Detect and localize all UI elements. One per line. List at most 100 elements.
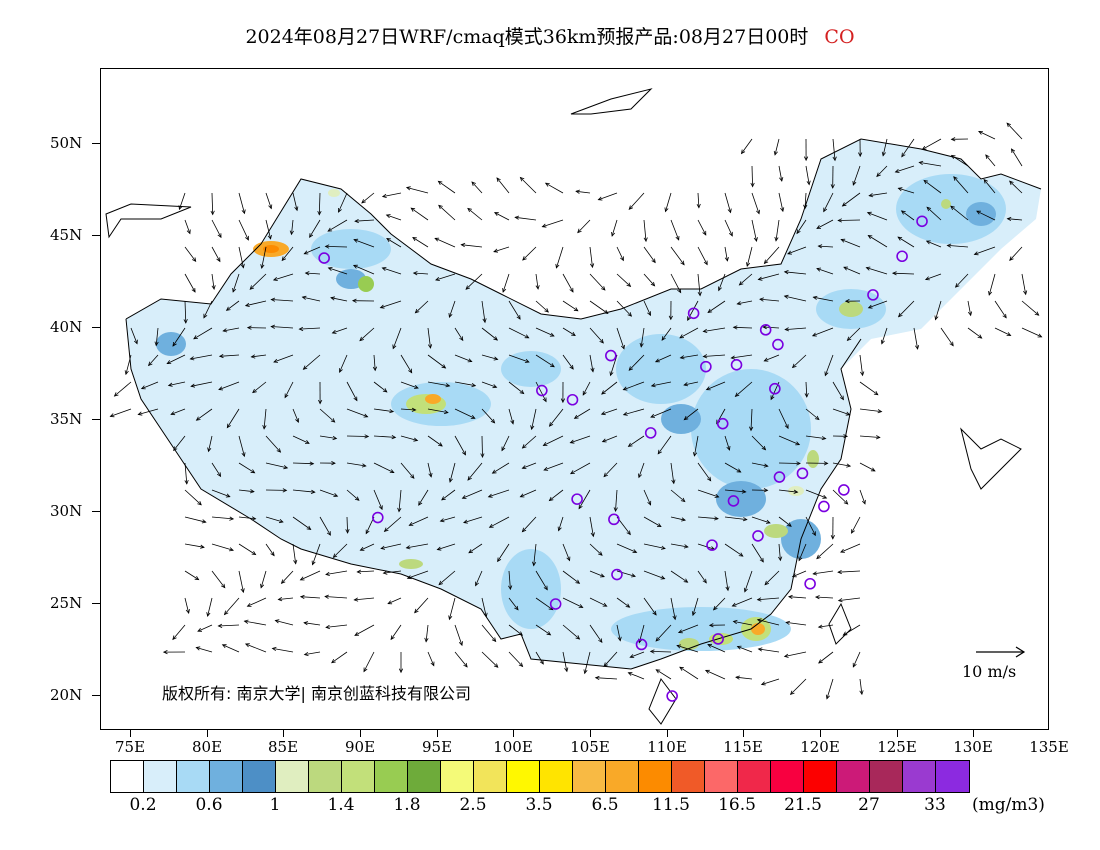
wind-vector-head [791, 573, 797, 578]
wind-vector-head [569, 287, 574, 293]
wind-vector [898, 300, 915, 317]
wind-vector-head [398, 668, 404, 674]
wind-vector-head [298, 326, 304, 332]
lon-tick [130, 730, 131, 737]
wind-vector [713, 597, 726, 611]
wind-vector-head [378, 505, 383, 511]
wind-vector [184, 273, 196, 293]
wind-vector-head [918, 160, 924, 166]
lon-tick [897, 730, 898, 737]
wind-vector [805, 165, 810, 185]
wind-vector-head [784, 327, 790, 332]
wind-vector [332, 327, 348, 334]
wind-vector [441, 489, 456, 501]
wind-vector [643, 543, 666, 549]
wind-vector-head [518, 631, 524, 636]
wind-vector-head [812, 295, 818, 300]
wind-vector-head [844, 299, 850, 304]
wind-vector [481, 597, 487, 617]
wind-vector [859, 381, 879, 396]
wind-vector-head [602, 602, 608, 607]
wind-vector-head [268, 204, 273, 210]
wind-vector [670, 543, 688, 548]
wind-vector-head [654, 358, 660, 363]
wind-vector-head [195, 646, 201, 651]
wind-vector [515, 216, 537, 221]
wind-vector [373, 435, 396, 438]
wind-vector [193, 327, 213, 340]
wind-vector [950, 205, 969, 221]
wind-vector [130, 327, 138, 344]
legend-label: 3.5 [525, 795, 553, 815]
wind-vector-head [675, 235, 680, 241]
wind-vector-head [656, 523, 662, 528]
wind-vector [184, 570, 199, 580]
wind-vector [138, 408, 159, 415]
wind-vector-head [796, 461, 801, 466]
wind-vector-head [406, 575, 412, 580]
wind-vector [867, 212, 888, 221]
wind-vector-head [708, 623, 714, 628]
wind-vector-head [843, 500, 849, 505]
wind-vector-head [629, 654, 635, 658]
wind-vector [481, 381, 497, 388]
wind-vector-head [443, 409, 449, 415]
wind-vector [292, 408, 299, 423]
wind-vector-head [519, 389, 525, 395]
co-concentration-map [105, 88, 1043, 725]
wind-vector [562, 327, 576, 336]
station-marker [773, 471, 786, 483]
wind-vector-head [985, 154, 990, 159]
wind-vector [792, 570, 807, 577]
wind-vector-head [946, 243, 952, 248]
wind-vector-head [757, 647, 763, 652]
wind-vector-head [544, 182, 550, 187]
wind-vector-head [647, 500, 652, 506]
wind-vector-head [303, 250, 309, 255]
wind-vector-head [811, 332, 817, 337]
wind-vector-head [514, 215, 520, 220]
wind-vector [522, 246, 537, 261]
wind-vector-head [1006, 122, 1011, 128]
wind-vector [967, 327, 982, 339]
wind-vector [574, 408, 591, 419]
wind-vector-head [840, 548, 845, 553]
wind-vector [260, 570, 267, 588]
wind-vector [843, 266, 861, 275]
wind-vector-head [718, 286, 722, 292]
wind-vector-head [846, 336, 852, 342]
wind-vector-head [200, 544, 205, 549]
wind-vector [300, 570, 321, 581]
wind-vector [281, 246, 294, 261]
wind-vector-head [741, 489, 747, 494]
wind-vector [852, 651, 861, 668]
wind-vector [196, 408, 213, 421]
wind-vector [735, 676, 753, 680]
wind-vector [706, 381, 726, 390]
wind-vector [211, 462, 221, 477]
wind-vector [481, 651, 499, 668]
wind-vector [751, 192, 760, 214]
wind-vector-head [260, 264, 265, 270]
wind-vector-head [976, 210, 981, 215]
wind-vector-head [571, 331, 576, 336]
legend-label: 0.2 [129, 795, 157, 815]
wind-vector-head [521, 527, 527, 533]
wind-vector [481, 300, 486, 323]
wind-vector [724, 489, 746, 493]
wind-vector [595, 677, 618, 680]
wind-vector [238, 246, 244, 268]
wind-vector-head [569, 439, 575, 444]
wind-vector-head [817, 244, 823, 249]
wind-vector [535, 570, 548, 590]
wind-vector-head [383, 527, 389, 533]
wind-vector-head [578, 604, 584, 608]
wind-vector [724, 246, 728, 261]
wind-vector-head [361, 199, 366, 204]
lon-tick [360, 730, 361, 737]
wind-vector [463, 516, 483, 523]
wind-vector [300, 596, 321, 599]
wind-vector [438, 570, 456, 585]
wind-vector-head [543, 466, 549, 471]
wind-vector-head [172, 341, 177, 347]
